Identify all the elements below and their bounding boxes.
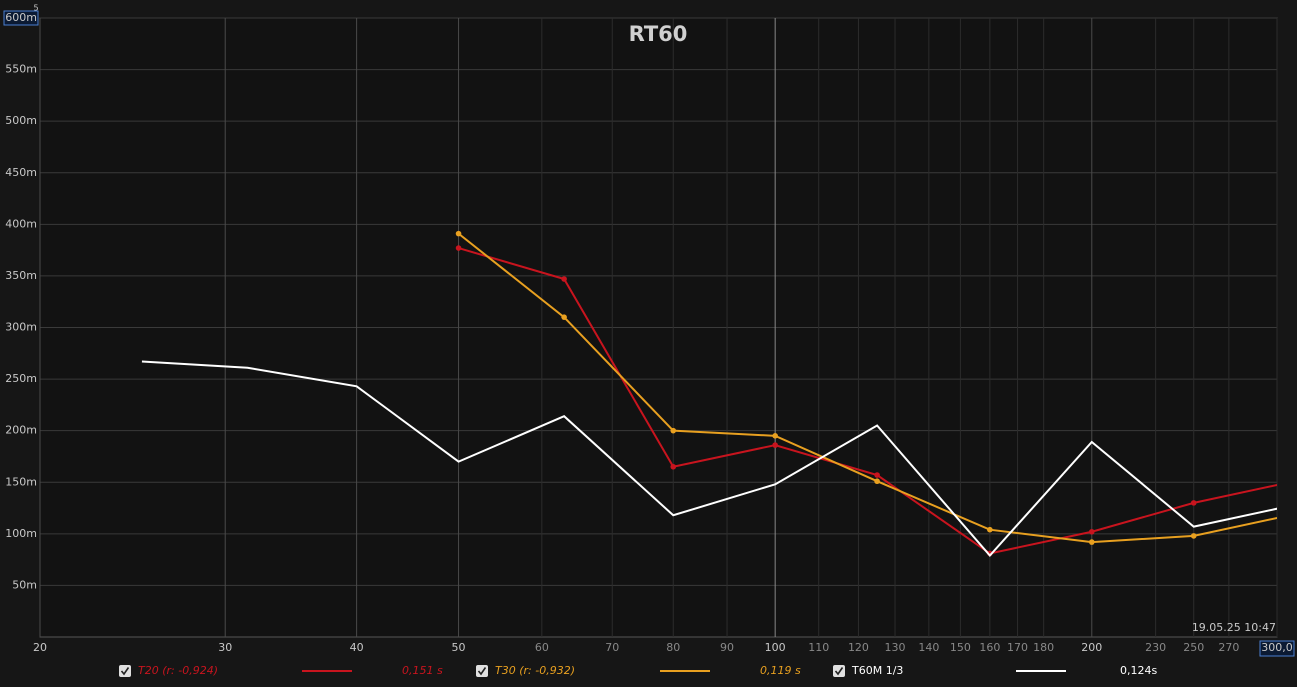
y-tick-label: 600m [5, 11, 37, 24]
y-tick-label: 200m [5, 424, 37, 437]
x-tick-label: 120 [848, 641, 869, 654]
x-tick-label: 200 [1081, 641, 1102, 654]
y-tick-label: 500m [5, 114, 37, 127]
x-tick-label: 20 [33, 641, 47, 654]
x-tick-label: 30 [218, 641, 232, 654]
data-point [670, 463, 677, 470]
series [141, 360, 1277, 558]
x-limit-box [1259, 640, 1295, 657]
y-limit-box [3, 10, 39, 26]
legend-check [120, 667, 130, 676]
x-tick-label: 80 [666, 641, 680, 654]
legend-value: 0,119 s [760, 664, 801, 677]
data-point [1190, 533, 1197, 539]
x-tick-label: 110 [808, 641, 829, 654]
data-point [455, 230, 462, 237]
legend-check [477, 667, 487, 676]
legend-value: 0,124s [1120, 664, 1157, 677]
legend-checkbox[interactable] [833, 665, 845, 677]
x-tick-label: 230 [1145, 641, 1166, 654]
data-point [772, 433, 778, 439]
grid [39, 17, 1278, 637]
y-tick-label: 550m [5, 63, 37, 76]
legend-check [834, 667, 844, 676]
data-point [1088, 528, 1095, 535]
y-tick-label: 250m [5, 372, 37, 385]
x-tick-label: 70 [605, 641, 619, 654]
data-point [455, 245, 462, 251]
data-point [670, 427, 677, 434]
data-point [1088, 539, 1095, 545]
x-tick-label: 300,0 [1261, 641, 1293, 654]
x-tick-label: 50 [452, 641, 466, 654]
x-tick-label: 100 [765, 641, 786, 654]
data-point [561, 314, 567, 320]
data-point [561, 276, 567, 282]
y-tick-label: 450m [5, 166, 37, 179]
legend-checkbox[interactable] [119, 665, 131, 677]
y-tick-label: 100m [5, 527, 37, 540]
data-point [1190, 500, 1197, 506]
x-tick-label: 140 [918, 641, 939, 654]
data-point [772, 442, 778, 448]
series-line [141, 360, 1277, 558]
x-tick-label: 60 [535, 641, 549, 654]
x-tick-label: 170 [1007, 641, 1028, 654]
x-tick-label: 180 [1033, 641, 1054, 654]
y-tick-label: 400m [5, 217, 37, 230]
x-tick-label: 40 [350, 641, 364, 654]
x-tick-label: 130 [885, 641, 906, 654]
data-point [987, 526, 993, 533]
chart-title: RT60 [629, 22, 688, 46]
legend-value: 0,151 s [402, 664, 443, 677]
series [455, 245, 1277, 557]
corner-mark: 5 [33, 4, 38, 13]
y-tick-label: 50m [12, 578, 37, 591]
legend-checkbox[interactable] [476, 665, 488, 677]
x-tick-label: 270 [1218, 641, 1239, 654]
y-tick-label: 300m [5, 321, 37, 334]
timestamp: 19.05.25 10:47 [1192, 621, 1276, 634]
y-tick-label: 350m [5, 269, 37, 282]
series [455, 230, 1277, 545]
x-tick-label: 150 [950, 641, 971, 654]
legend-label: T30 (r: -0,932) [495, 664, 575, 677]
legend-label: T20 (r: -0,924) [138, 664, 218, 677]
x-tick-label: 90 [720, 641, 734, 654]
y-tick-label: 150m [5, 475, 37, 488]
x-tick-label: 160 [979, 641, 1000, 654]
x-tick-label: 250 [1183, 641, 1204, 654]
data-point [874, 478, 880, 485]
data-point [874, 472, 880, 478]
legend-label: T60M 1/3 [851, 664, 903, 677]
